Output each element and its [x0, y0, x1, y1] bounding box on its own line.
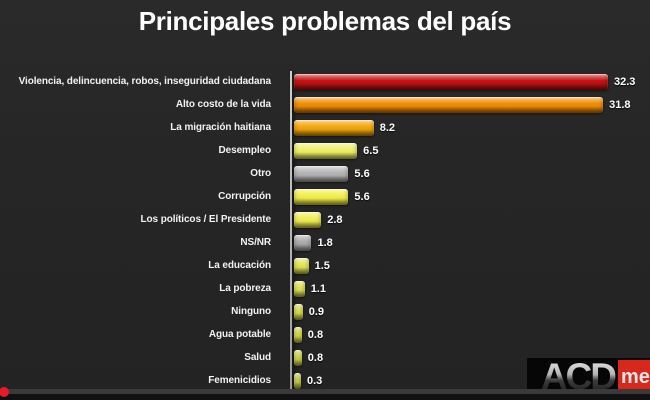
- bar: [294, 257, 309, 274]
- value-label: 0.9: [308, 305, 325, 318]
- value-label: 0.8: [307, 351, 324, 364]
- value-label: 0.3: [307, 374, 323, 387]
- bar-row: Violencia, delincuencia, robos, inseguri…: [0, 70, 650, 93]
- bar-row: La educación 1.5: [0, 254, 650, 277]
- bar-track: 1.5: [281, 257, 650, 274]
- bar-row: Corrupción 5.6: [0, 185, 650, 208]
- category-label: Salud: [244, 352, 271, 363]
- bar: [294, 73, 608, 90]
- bar: [294, 119, 374, 136]
- bar-row: La migración haitiana 8.2: [0, 116, 650, 139]
- category-label: Violencia, delincuencia, robos, inseguri…: [18, 76, 271, 87]
- bar: [294, 165, 349, 182]
- category-label: NS/NR: [240, 237, 271, 248]
- bar-row: NS/NR 1.8: [0, 231, 650, 254]
- chart-title: Principales problemas del país: [138, 6, 512, 36]
- value-label: 31.8: [609, 98, 631, 111]
- bottom-letterbox-bar: [0, 394, 650, 400]
- value-label: 1.5: [314, 259, 330, 272]
- bar-track: 5.6: [281, 188, 650, 205]
- category-label: Corrupción: [218, 191, 271, 202]
- bar-chart: Violencia, delincuencia, robos, inseguri…: [0, 70, 650, 392]
- bar-row: Agua potable 0.8: [0, 323, 650, 346]
- category-label: La migración haitiana: [170, 122, 271, 133]
- video-playhead-icon[interactable]: [0, 387, 9, 397]
- bar-track: 2.8: [281, 211, 650, 228]
- bar-row: Alto costo de la vida 31.8: [0, 93, 650, 116]
- bar: [294, 211, 322, 228]
- bar-track: 1.8: [281, 234, 650, 251]
- bar: [294, 280, 305, 297]
- bar-track: 31.8: [281, 96, 650, 113]
- category-label: Otro: [250, 168, 271, 179]
- bar-track: 6.5: [281, 142, 650, 159]
- bar-row: Desempleo 6.5: [0, 139, 650, 162]
- y-axis-line: [290, 71, 292, 391]
- bar-row: Salud 0.8: [0, 346, 650, 369]
- category-label: Agua potable: [208, 329, 271, 340]
- watermark-main-text: ACD: [541, 358, 618, 395]
- bar-track: 0.8: [281, 349, 650, 366]
- category-label: La educación: [208, 260, 271, 271]
- bar-rows: Violencia, delincuencia, robos, inseguri…: [0, 70, 650, 392]
- category-label: Ninguno: [231, 306, 271, 317]
- bar-row: Los políticos / El Presidente 2.8: [0, 208, 650, 231]
- bar-row: La pobreza 1.1: [0, 277, 650, 300]
- bar: [294, 188, 349, 205]
- bar-row: Ninguno 0.9: [0, 300, 650, 323]
- bar-track: 0.9: [281, 303, 650, 320]
- bar-track: 5.6: [281, 165, 650, 182]
- category-label: Desempleo: [218, 145, 272, 156]
- bar: [294, 303, 303, 320]
- bar-track: 1.1: [281, 280, 650, 297]
- bar: [294, 234, 312, 251]
- bar-track: 0.3: [281, 372, 650, 389]
- value-label: 6.5: [363, 144, 379, 157]
- bar: [294, 326, 302, 343]
- bar-row: Otro 5.6: [0, 162, 650, 185]
- category-label: Alto costo de la vida: [175, 99, 271, 110]
- category-label: Femenicidios: [208, 375, 271, 386]
- value-label: 5.6: [354, 167, 370, 180]
- bar-track: 0.8: [281, 326, 650, 343]
- category-label: Los políticos / El Presidente: [140, 214, 272, 225]
- value-label: 1.1: [310, 282, 326, 295]
- video-progress-track[interactable]: [0, 389, 650, 394]
- value-label: 2.8: [327, 213, 343, 226]
- bar: [294, 96, 604, 113]
- watermark-accent-text: me: [618, 360, 650, 394]
- channel-watermark: ACD me: [526, 358, 650, 396]
- category-label: La pobreza: [219, 283, 271, 294]
- bar: [294, 372, 301, 389]
- bar: [294, 349, 302, 366]
- value-label: 32.3: [613, 75, 636, 88]
- bar-row: Femenicidios 0.3: [0, 369, 650, 392]
- value-label: 0.8: [307, 328, 324, 341]
- value-label: 5.6: [354, 190, 370, 203]
- value-label: 1.8: [317, 236, 333, 249]
- value-label: 8.2: [379, 121, 395, 134]
- bar: [294, 142, 358, 159]
- bar-track: 8.2: [281, 119, 650, 136]
- bar-track: 32.3: [281, 73, 650, 90]
